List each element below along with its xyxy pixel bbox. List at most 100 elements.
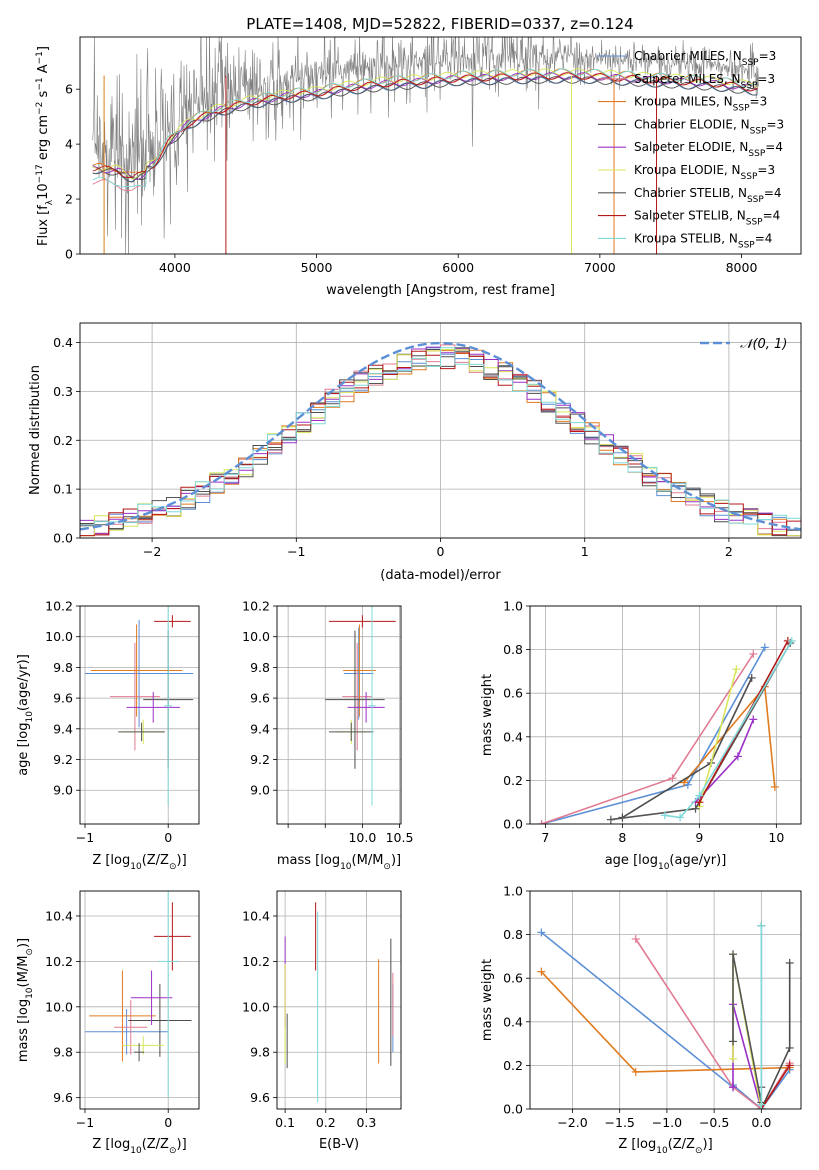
x-tick-label: 5000 <box>301 260 333 275</box>
series-line-CS <box>732 925 763 1103</box>
y-tick-label: 0.6 <box>503 971 523 986</box>
model-line-CS <box>92 76 758 183</box>
y-tick-label: 0.0 <box>503 1102 523 1117</box>
y-tick-label: 0.4 <box>503 1014 523 1029</box>
y-axis-label: Flux [fλ10−17 erg cm−2 s−1 A−1] <box>35 46 55 246</box>
y-tick-label: 9.0 <box>250 783 270 798</box>
y-tick-label: 10.2 <box>242 599 270 614</box>
legend-label-CM: Chabrier MILES, NSSP=3 <box>634 49 776 68</box>
y-tick-label: 9.8 <box>250 1045 270 1060</box>
plot-area-mass-weight-vs-Z <box>537 921 794 1109</box>
x-axis-label: Z [log10(Z/Z⊙)] <box>92 853 186 872</box>
x-tick-label: −0.5 <box>699 1115 729 1130</box>
y-tick-label: 9.6 <box>53 1090 73 1105</box>
legend-label-KS: Kroupa STELIB, NSSP=4 <box>634 231 772 250</box>
x-tick-label: −1 <box>287 544 305 559</box>
y-tick-label: 10.0 <box>242 999 270 1014</box>
y-tick-label: 9.8 <box>53 1045 73 1060</box>
data-spectrum-line <box>92 37 759 254</box>
x-tick-label: −2 <box>143 544 161 559</box>
x-tick-label: 2 <box>725 544 733 559</box>
y-tick-label: 6 <box>65 82 73 97</box>
x-tick-label: 10.0 <box>348 830 376 845</box>
y-tick-label: 0 <box>65 247 73 262</box>
x-tick-label: 7 <box>541 830 549 845</box>
x-tick-label: −1.0 <box>652 1115 682 1130</box>
x-tick-label: 4000 <box>159 260 191 275</box>
y-tick-label: 10.2 <box>45 954 73 969</box>
y-tick-label: 1.0 <box>503 599 523 614</box>
legend-label-SS: Salpeter STELIB, NSSP=4 <box>634 209 780 228</box>
y-tick-label: 2 <box>65 192 73 207</box>
legend-label-CS: Chabrier STELIB, NSSP=4 <box>634 186 782 205</box>
series-line-SM <box>635 938 791 1109</box>
x-tick-label: 0.1 <box>275 1115 295 1130</box>
y-tick-label: 1.0 <box>503 884 523 899</box>
legend-label-CE: Chabrier ELODIE, NSSP=3 <box>634 117 784 136</box>
plot-area-age-vs-mass <box>325 606 396 806</box>
legend-label-KE: Kroupa ELODIE, NSSP=3 <box>634 163 775 182</box>
model-line-SS <box>92 72 758 179</box>
x-tick-label: 9 <box>695 830 703 845</box>
y-tick-label: 4 <box>65 137 73 152</box>
series-line-SS <box>760 1064 791 1109</box>
y-tick-label: 10.2 <box>45 599 73 614</box>
axes-frame <box>79 890 200 1110</box>
axes-frame <box>79 605 200 825</box>
x-tick-label: 0 <box>164 830 172 845</box>
plot-area-mass-vs-Z <box>84 891 192 1098</box>
x-axis-label: wavelength [Angstrom, rest frame] <box>326 283 555 298</box>
y-tick-label: 9.2 <box>53 752 73 767</box>
y-tick-label: 9.2 <box>250 752 270 767</box>
panel-mass-weight-vs-age: 7 8 9 10 0.0 0.2 0.4 0.6 0.8 1.0 age [log10(age/yr… <box>480 599 802 872</box>
y-tick-label: 9.4 <box>53 721 73 736</box>
x-tick-label: 8000 <box>726 260 758 275</box>
x-axis-label: mass [log10(M/M⊙)] <box>277 853 401 872</box>
panel-age-vs-Z: −1 0 9.0 9.2 9.4 9.6 9.8 10.0 10.2 Z [log10(Z/Z⊙)… <box>16 599 200 872</box>
y-tick-label: 0.6 <box>503 686 523 701</box>
y-tick-label: 0.8 <box>503 927 523 942</box>
x-tick-label: 0.3 <box>356 1115 376 1130</box>
y-tick-label: 10.0 <box>242 629 270 644</box>
axes-frame <box>276 605 402 825</box>
y-axis-label: mass weight <box>480 674 495 756</box>
panel-mass-vs-Z: −1 0 9.6 9.8 10.0 10.2 10.4 Z [log10(Z/Z⊙)] mass… <box>16 890 200 1156</box>
y-tick-label: 9.6 <box>250 691 270 706</box>
x-axis-label: E(B-V) <box>319 1137 359 1152</box>
series-line-CM <box>541 647 766 824</box>
y-axis-label: age [log10(age/yr)] <box>16 654 35 776</box>
y-tick-label: 0.0 <box>503 817 523 832</box>
series-line-CM <box>540 931 791 1109</box>
y-tick-label: 10.4 <box>45 908 73 923</box>
model-line-KS <box>92 68 758 188</box>
legend: Chabrier MILES, NSSP=3 Salpeter MILES, NS… <box>598 49 784 250</box>
y-tick-label: 10.0 <box>45 629 73 644</box>
x-tick-label: −2.0 <box>557 1115 587 1130</box>
panel-age-vs-mass: 10.0 10.5 9.0 9.2 9.4 9.6 9.8 10.0 10.2 mass [log… <box>242 599 413 873</box>
x-axis-label: age [log10(age/yr)] <box>605 853 727 872</box>
panel-spectrum: 4000 5000 6000 7000 8000 0 2 4 6 wavelength [Angs… <box>35 36 802 298</box>
x-tick-label: 10.5 <box>386 830 414 845</box>
y-tick-label: 10.4 <box>242 908 270 923</box>
y-tick-label: 9.4 <box>250 721 270 736</box>
y-tick-label: 0.4 <box>53 335 73 350</box>
axes-frame <box>79 36 802 255</box>
series-line-SE <box>732 1004 763 1109</box>
plot-area-mass-vs-EBV <box>284 902 394 1103</box>
x-tick-label: 7000 <box>584 260 616 275</box>
figure-title: PLATE=1408, MJD=52822, FIBERID=0337, z=0… <box>246 15 633 33</box>
series-line-KS <box>664 640 793 819</box>
legend-label-SE: Salpeter ELODIE, NSSP=4 <box>634 140 783 159</box>
y-tick-label: 9.8 <box>250 660 270 675</box>
x-tick-label: 0.2 <box>316 1115 336 1130</box>
y-tick-label: 0.4 <box>503 729 523 744</box>
model-line-KE <box>92 68 758 180</box>
x-tick-label: 8 <box>618 830 626 845</box>
y-axis-label: mass weight <box>480 959 495 1041</box>
x-tick-label: 1 <box>581 544 589 559</box>
x-tick-label: 0 <box>164 1115 172 1130</box>
axes-frame <box>79 322 802 539</box>
plot-area-mass-weight-vs-age <box>537 636 796 824</box>
